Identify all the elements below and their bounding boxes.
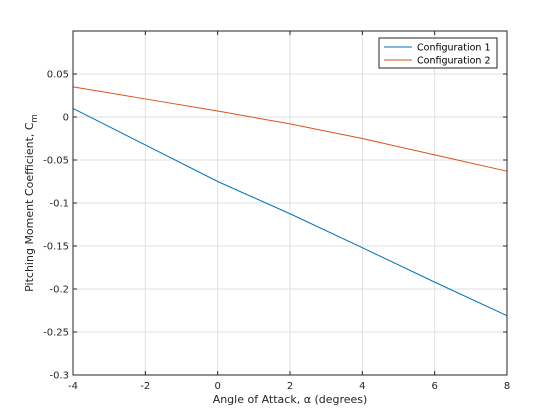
y-tick-label: -0.05 — [43, 156, 69, 167]
x-tick-label: 6 — [431, 381, 437, 392]
y-tick-label: -0.15 — [43, 242, 69, 253]
y-tick-label: 0 — [63, 113, 69, 124]
x-tick-label: -2 — [140, 381, 150, 392]
y-tick-label: 0.05 — [47, 70, 69, 81]
x-tick-label: 2 — [287, 381, 293, 392]
x-axis-label: Angle of Attack, α (degrees) — [213, 393, 368, 406]
series-line-2 — [72, 86, 508, 172]
legend-box — [378, 37, 498, 69]
y-axis-label-subscript: m — [30, 114, 40, 122]
series-line-1 — [72, 107, 508, 317]
x-tick-label: 4 — [359, 381, 365, 392]
legend: Configuration 1 Configuration 2 — [378, 37, 498, 69]
y-tick-label: -0.2 — [49, 285, 69, 296]
y-tick-label: -0.25 — [43, 328, 69, 339]
y-tick-label: -0.1 — [49, 199, 69, 210]
y-tick-label: -0.3 — [49, 371, 69, 382]
series-layer — [72, 86, 508, 317]
legend-label-2: Configuration 2 — [417, 56, 491, 67]
axis-ticks: -4 -2 0 2 4 6 8 -0.3 -0.25 -0.2 -0.15 -0.1 -0.05 0 0.0… — [43, 31, 510, 392]
legend-label-1: Configuration 1 — [417, 43, 491, 54]
y-axis-label-main: Pitching Moment Coefficient, C — [23, 122, 36, 292]
y-axis-label: Pitching Moment Coefficient, Cm — [23, 114, 40, 292]
x-tick-label: -4 — [68, 381, 78, 392]
x-tick-label: 8 — [504, 381, 510, 392]
x-tick-label: 0 — [214, 381, 220, 392]
